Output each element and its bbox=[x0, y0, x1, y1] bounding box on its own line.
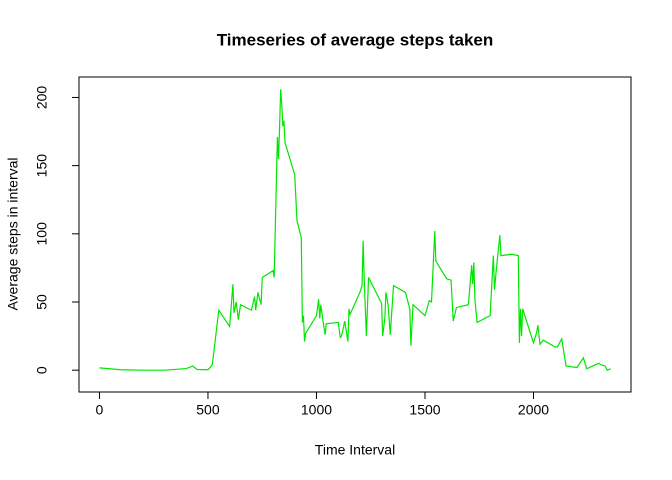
series-line bbox=[99, 89, 611, 371]
y-tick-label: 150 bbox=[34, 154, 50, 178]
y-tick-label: 50 bbox=[34, 294, 50, 310]
x-axis-label: Time Interval bbox=[315, 442, 395, 458]
x-tick-label: 1000 bbox=[301, 402, 332, 418]
plot-box bbox=[78, 76, 632, 393]
x-tick-label: 500 bbox=[196, 402, 220, 418]
y-tick-label: 200 bbox=[34, 86, 50, 110]
y-tick-label: 0 bbox=[34, 366, 50, 374]
x-tick-label: 0 bbox=[96, 402, 104, 418]
x-tick-label: 2000 bbox=[518, 402, 549, 418]
y-tick-label: 100 bbox=[34, 222, 50, 246]
chart-title: Timeseries of average steps taken bbox=[217, 30, 494, 49]
y-axis-label: Average steps in interval bbox=[5, 157, 21, 310]
x-tick-label: 1500 bbox=[409, 402, 440, 418]
